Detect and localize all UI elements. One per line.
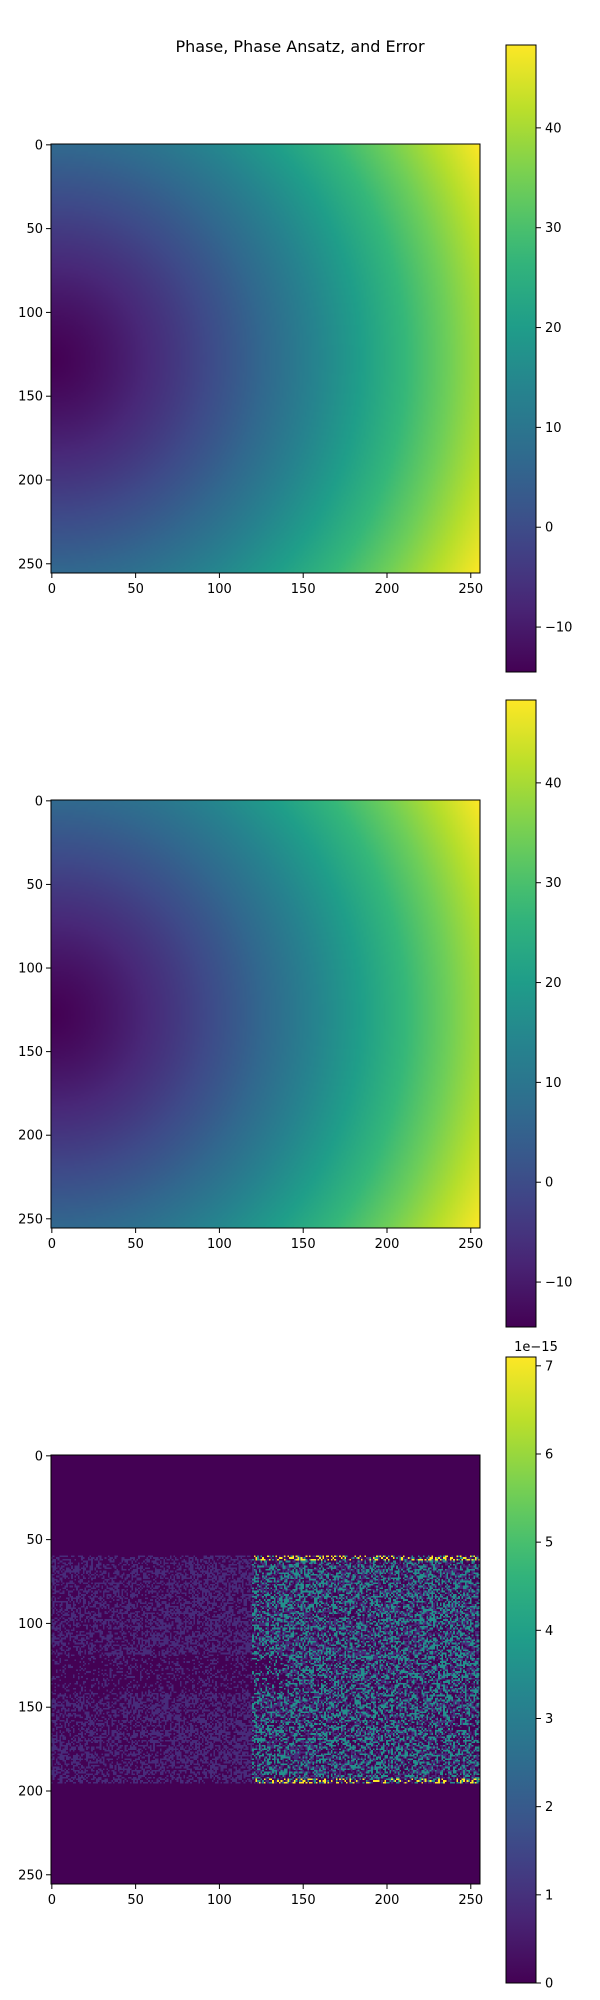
y-tick-label: 0 [35,1449,43,1464]
y-tick-label: 0 [35,138,43,153]
colorbar-error [505,1356,537,1984]
y-tick-label: 100 [18,306,43,321]
panel-error: 0 50 100 150 200 250 0 50 100 150 200 250 0 1 2 3 4 5 6 7 1e… [18,1340,558,1992]
colorbar-phase-ansatz [505,699,537,1328]
y-tick-label: 250 [18,557,43,572]
colorbar-tick-label: 1 [545,1888,553,1903]
colorbar-tick-label: 0 [545,521,553,536]
y-tick-label: 100 [18,962,43,977]
colorbar-tick-label: −10 [545,1276,572,1291]
colorbar-tick-label: 0 [545,1977,553,1992]
x-tick-label: 0 [48,582,56,597]
colorbar-tick-label: 3 [545,1712,553,1727]
y-tick-label: 50 [26,878,43,893]
plot-frame [50,143,481,574]
plot-frame [50,799,481,1229]
colorbar-tick-label: 6 [545,1447,553,1462]
heatmap-image-phase-ansatz [51,800,480,1228]
colorbar-tick-label: 40 [545,776,562,791]
x-tick-label: 150 [291,582,316,597]
colorbar-tick-label: 2 [545,1800,553,1815]
x-tick-label: 100 [207,1893,232,1908]
figure-title: Phase, Phase Ansatz, and Error [175,37,424,56]
colorbar-exponent-label: 1e−15 [514,1340,558,1355]
x-tick-label: 250 [458,1893,483,1908]
panels: 0 50 100 150 200 250050100150200250−100102030… [18,44,572,1992]
y-tick-label: 250 [18,1212,43,1227]
panel-phase-ansatz: 0 50 100 150 200 250 0 50 100 150 200 250 −10 0 10 20 30… [18,699,572,1328]
heatmap-image-error [51,1455,480,1884]
x-tick-label: 0 [48,1893,56,1908]
x-tick-label: 50 [127,582,144,597]
heatmap-image-phase [51,144,480,573]
x-tick-label: 200 [375,1893,400,1908]
x-tick-label: 50 [127,1893,144,1908]
y-tick-label: 200 [18,1129,43,1144]
colorbar-tick-label: 20 [545,976,562,991]
y-tick-label: 0 [35,794,43,809]
colorbar-tick-label: 7 [545,1359,553,1374]
y-tick-label: 50 [26,222,43,237]
y-tick-label: 150 [18,1045,43,1060]
colorbar-tick-label: 40 [545,121,562,136]
x-tick-label: 0 [48,1237,56,1252]
y-tick-label: 250 [18,1868,43,1883]
x-tick-label: 200 [375,582,400,597]
colorbar-tick-label: 10 [545,1076,562,1091]
y-tick-label: 150 [18,1701,43,1716]
colorbar-tick-label: 10 [545,421,562,436]
x-tick-label: 250 [458,1237,483,1252]
x-tick-label: 150 [291,1237,316,1252]
colorbar-tick-label: 30 [545,876,562,891]
colorbar-tick-label: 20 [545,321,562,336]
y-tick-label: 200 [18,473,43,488]
colorbar-tick-label: 30 [545,221,562,236]
x-tick-label: 250 [458,582,483,597]
colorbar-phase [505,44,537,673]
x-tick-label: 200 [375,1237,400,1252]
x-tick-label: 50 [127,1237,144,1252]
y-tick-label: 200 [18,1784,43,1799]
colorbar-tick-label: 5 [545,1536,553,1551]
panel-phase: 0 50 100 150 200 250 0 50 100 150 200 250 −10 0 10 20 30… [18,44,572,673]
x-tick-label: 100 [207,1237,232,1252]
plot-frame [50,1454,481,1885]
colorbar-tick-label: −10 [545,621,572,636]
y-tick-label: 100 [18,1617,43,1632]
colorbar-tick-label: 0 [545,1176,553,1191]
colorbar-tick-label: 4 [545,1624,553,1639]
x-tick-label: 150 [291,1893,316,1908]
y-tick-label: 50 [26,1533,43,1548]
x-tick-label: 100 [207,582,232,597]
y-tick-label: 150 [18,390,43,405]
